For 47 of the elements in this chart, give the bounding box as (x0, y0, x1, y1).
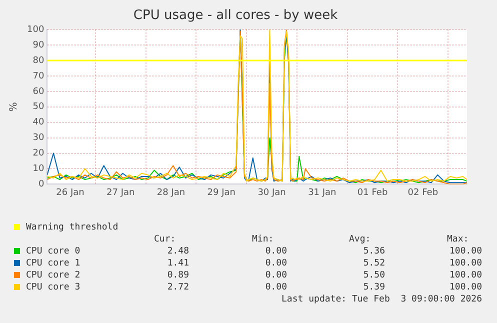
text: 100.00 (449, 270, 482, 280)
y-tick-label: 70 (32, 71, 44, 82)
y-tick-label: 30 (32, 133, 44, 144)
x-tick-label: 26 Jan (56, 188, 84, 198)
text: Last update: Tue Feb 3 09:00:00 2026 (282, 294, 482, 304)
y-axis-title: % (8, 102, 20, 112)
text: 0.89 (167, 270, 189, 280)
y-tick-label: 80 (32, 56, 44, 66)
text: 0.00 (265, 282, 287, 292)
text: 2.72 (167, 282, 189, 292)
x-tick-label: 29 Jan (207, 188, 236, 198)
y-tick-label: 100 (26, 24, 44, 35)
legend-label: Warning threshold (26, 222, 118, 232)
text: Max: (447, 234, 469, 244)
x-tick-label: 02 Feb (408, 188, 438, 198)
chart-title: CPU usage - all cores - by week (133, 8, 338, 24)
text: 0.00 (265, 246, 287, 256)
x-tick-label: 28 Jan (156, 188, 186, 198)
text: Cur: (154, 234, 176, 244)
y-tick-label: 40 (32, 118, 44, 128)
text: 100.00 (449, 258, 482, 268)
y-tick-label: 0 (38, 180, 44, 190)
y-tick-label: 10 (32, 164, 44, 174)
legend-label: CPU core 2 (26, 270, 80, 280)
text: Min: (252, 234, 274, 244)
text: Avg: (349, 234, 371, 244)
text: 1.41 (167, 258, 189, 268)
y-tick-label: 20 (32, 148, 44, 159)
x-tick-label: 31 Jan (308, 188, 336, 198)
text: 2.48 (167, 246, 189, 256)
y-tick-label: 50 (32, 102, 44, 112)
x-tick-label: 30 Jan (258, 188, 286, 198)
x-tick-label: 27 Jan (106, 188, 135, 198)
legend-label: CPU core 1 (26, 258, 80, 268)
text: 0.00 (265, 270, 287, 280)
text: 0.00 (265, 258, 287, 268)
text: 5.50 (363, 270, 385, 280)
legend-label: CPU core 3 (26, 282, 80, 292)
legend-label: CPU core 0 (26, 246, 80, 256)
y-tick-label: 60 (32, 86, 44, 97)
text: 5.36 (363, 246, 385, 256)
text: 5.52 (363, 258, 385, 268)
text: 100.00 (449, 246, 482, 256)
text: 100.00 (449, 282, 482, 292)
x-tick-label: 01 Feb (357, 188, 388, 198)
text: 5.39 (363, 282, 385, 292)
y-tick-label: 90 (32, 40, 44, 50)
